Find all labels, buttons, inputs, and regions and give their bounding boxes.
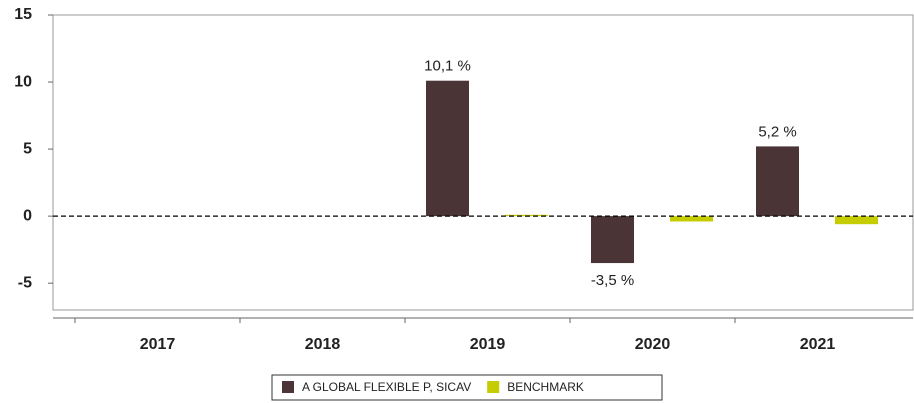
- y-tick-label: 15: [14, 6, 32, 23]
- bar: [591, 216, 634, 264]
- value-label: 5,2 %: [758, 123, 796, 140]
- bar: [756, 146, 799, 217]
- x-tick-label: 2019: [470, 336, 506, 353]
- x-tick-label: 2017: [140, 336, 176, 353]
- value-label: 10,1 %: [424, 58, 471, 75]
- x-tick-label: 2018: [305, 336, 341, 353]
- bar: [835, 216, 878, 225]
- bar: [670, 216, 713, 222]
- y-tick-label: 5: [23, 140, 32, 157]
- legend-box: [271, 374, 663, 401]
- legend-swatch: [487, 381, 500, 393]
- y-tick-label: 10: [14, 73, 32, 90]
- y-tick-label: 0: [23, 207, 32, 224]
- legend-label: BENCHMARK: [507, 380, 584, 394]
- x-tick-label: 2021: [800, 336, 836, 353]
- legend-label: A GLOBAL FLEXIBLE P, SICAV: [302, 380, 471, 394]
- bar: [426, 80, 469, 217]
- bar: [505, 214, 548, 217]
- legend-swatch: [282, 381, 294, 393]
- plot-frame: [52, 14, 914, 311]
- value-label: -3,5 %: [591, 272, 634, 289]
- x-tick-label: 2020: [635, 336, 671, 353]
- y-tick-label: -5: [18, 274, 32, 291]
